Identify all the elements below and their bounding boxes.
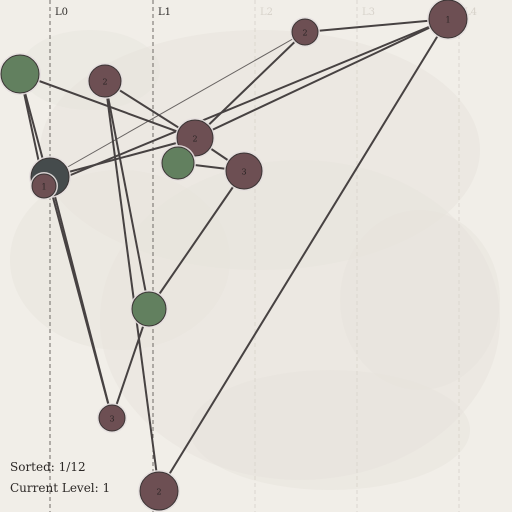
faint-edges	[49, 31, 306, 178]
node-green[interactable]	[160, 145, 196, 181]
node-red[interactable]: 3	[97, 403, 127, 433]
edge	[194, 31, 306, 139]
faint-edge	[49, 31, 306, 178]
edges	[19, 18, 449, 492]
node-label: 2	[102, 78, 107, 87]
edge	[194, 18, 449, 139]
node-red[interactable]: 2	[290, 17, 320, 47]
node-label: 2	[302, 29, 307, 38]
edge	[148, 170, 245, 310]
level-label: L0	[55, 7, 68, 18]
sorted-counter: Sorted: 1/12	[10, 460, 86, 474]
node-label: 1	[445, 16, 450, 25]
edge	[43, 18, 449, 187]
edge	[111, 308, 150, 419]
edge	[49, 176, 113, 419]
level-label: L1	[158, 7, 171, 18]
edge	[49, 137, 196, 178]
level-label: L4	[464, 7, 477, 18]
node-red[interactable]: 1	[427, 0, 469, 40]
level-label: L3	[362, 7, 375, 18]
node-red[interactable]: 2	[138, 470, 180, 512]
edge	[104, 80, 160, 492]
node-green[interactable]	[0, 53, 41, 95]
node-label: 2	[192, 135, 197, 144]
node-label: 1	[41, 183, 46, 192]
current-level: Current Level: 1	[10, 481, 111, 495]
node-label: 2	[156, 488, 161, 497]
node-label: 3	[109, 415, 114, 424]
edge	[304, 18, 449, 33]
node-red[interactable]: 2	[87, 63, 123, 99]
node-red[interactable]: 3	[224, 151, 264, 191]
node-red[interactable]: 1	[30, 172, 58, 200]
level-label: L2	[260, 7, 273, 18]
edge	[158, 18, 449, 492]
nodes[interactable]: 2 2 1 2 3 1 3 2	[0, 0, 469, 512]
node-green[interactable]	[130, 290, 168, 328]
background-cloud	[10, 30, 500, 490]
node-label: 3	[241, 168, 246, 177]
edge	[104, 80, 150, 310]
